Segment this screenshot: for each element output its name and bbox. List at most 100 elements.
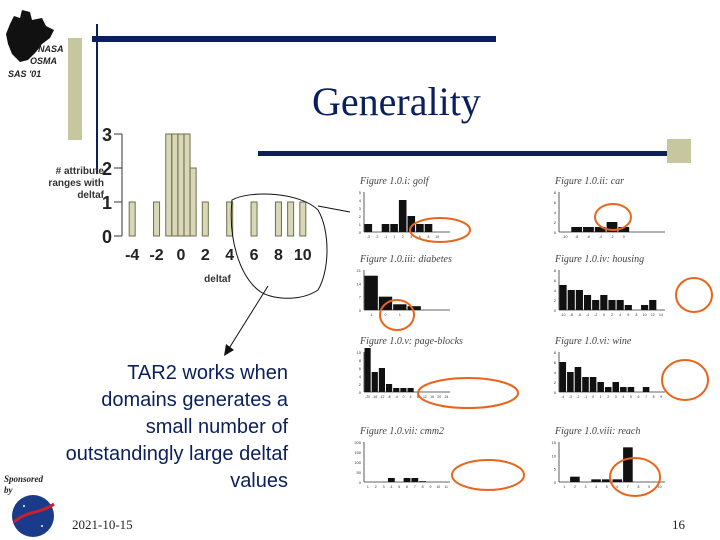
small-ytick-label: 6 <box>554 360 557 365</box>
small-ytick-label: 8 <box>359 358 362 363</box>
logo-line-2: OSMA <box>30 56 57 66</box>
small-ytick-label: 21 <box>357 268 362 273</box>
small-bar <box>627 387 635 392</box>
orange-highlight <box>417 377 519 409</box>
small-xtick-label: 24 <box>444 395 448 399</box>
small-ytick-label: 4 <box>554 210 557 215</box>
small-bar <box>583 295 592 310</box>
small-xtick-label: -10 <box>561 313 566 317</box>
small-bar <box>390 224 398 232</box>
orange-highlight <box>675 277 713 313</box>
sponsor-line-1: Sponsored <box>4 474 44 484</box>
small-xtick-label: -8 <box>575 235 578 239</box>
small-bar <box>567 290 575 310</box>
main-bar <box>183 133 191 237</box>
small-xtick-label: 1 <box>600 395 602 399</box>
small-ytick-label: 0 <box>554 230 557 235</box>
small-xtick-label: -20 <box>365 395 370 399</box>
small-figure-title: Figure 1.0.i: golf <box>359 176 430 187</box>
small-ytick-label: 2 <box>554 220 557 225</box>
main-ytick-label: 2 <box>102 159 112 179</box>
small-xtick-label: 9 <box>648 485 650 489</box>
small-bar <box>597 382 604 392</box>
small-bar <box>649 300 657 310</box>
small-xtick-label: 16 <box>430 395 434 399</box>
small-bar <box>606 222 618 232</box>
small-figure: Figure 1.0.ii: car 0 2 4 6 8 -10 -8 -6 -4 -2 0 <box>554 176 665 239</box>
small-ytick-label: 8 <box>554 190 557 195</box>
small-ytick-label: 6 <box>554 200 557 205</box>
small-xtick-label: 4 <box>619 313 621 317</box>
main-xtick-label: 2 <box>201 247 210 264</box>
small-xtick-label: 2 <box>402 235 404 239</box>
small-xtick-label: 2 <box>375 485 377 489</box>
orange-highlight <box>609 457 661 497</box>
small-xtick-label: 1 <box>367 485 369 489</box>
small-bar <box>416 224 424 232</box>
small-ytick-label: 3 <box>359 206 362 211</box>
decor-square <box>667 139 691 163</box>
main-chart-ylabel: # attribute ranges with deltaf <box>42 166 104 202</box>
small-bar <box>575 290 583 310</box>
ylabel-line-2: ranges with <box>48 178 104 189</box>
small-bar <box>424 224 433 232</box>
small-xtick-label: 8 <box>635 313 637 317</box>
wv-state-shape <box>6 10 54 62</box>
sponsor-label: Sponsored by <box>4 474 43 496</box>
small-bar <box>567 372 574 392</box>
small-ytick-label: 7 <box>359 295 362 300</box>
small-xtick-label: -4 <box>586 313 589 317</box>
small-bar <box>387 478 395 482</box>
small-ytick-label: 15 <box>552 440 557 445</box>
main-ytick-label: 0 <box>102 227 112 247</box>
small-bar <box>407 306 421 310</box>
small-xtick-label: 7 <box>414 485 416 489</box>
small-xtick-label: 10 <box>436 485 440 489</box>
small-bar <box>381 224 390 232</box>
small-xtick-label: -4 <box>395 395 398 399</box>
main-xtick-label: 10 <box>294 247 312 264</box>
small-xtick-label: 10 <box>658 485 662 489</box>
small-bar <box>623 447 633 482</box>
main-bar <box>226 201 234 237</box>
small-figure: Figure 1.0.vi: wine 0 2 4 6 8 -4 -3 -2 -1 0 1 2 3 4 5 6 7… <box>554 336 665 399</box>
small-figure: Figure 1.0.i: golf 0 1 2 3 4 5 -3 -2 -1 1 2 5 6 8 10 <box>359 176 450 239</box>
small-ytick-label: 2 <box>554 380 557 385</box>
small-xtick-label: -8 <box>570 313 573 317</box>
small-bar <box>583 227 594 232</box>
small-xtick-label: 2 <box>607 395 609 399</box>
small-ytick-label: 1 <box>359 222 362 227</box>
small-bar <box>398 200 407 232</box>
small-ytick-label: 2 <box>359 214 362 219</box>
small-xtick-label: -1 <box>370 313 373 317</box>
small-xtick-label: 3 <box>383 485 385 489</box>
small-xtick-label: 8 <box>417 395 419 399</box>
main-bar <box>274 201 282 237</box>
small-ytick-label: 5 <box>554 467 557 472</box>
small-bar <box>589 377 597 392</box>
small-bar <box>642 387 650 392</box>
small-figure-title: Figure 1.0.vii: cmm2 <box>359 426 444 437</box>
small-xtick-label: 8 <box>428 235 430 239</box>
small-xtick-label: -2 <box>576 395 579 399</box>
small-bar <box>601 479 612 482</box>
small-bar <box>386 384 393 392</box>
small-ytick-label: 0 <box>359 390 362 395</box>
small-bar <box>364 275 378 310</box>
small-xtick-label: 7 <box>645 395 647 399</box>
small-xtick-label: -16 <box>372 395 377 399</box>
small-ytick-label: 4 <box>359 374 362 379</box>
main-bar <box>165 133 173 237</box>
small-bar <box>641 305 649 310</box>
small-xtick-label: -2 <box>594 313 597 317</box>
small-ytick-label: 100 <box>354 460 361 465</box>
small-ytick-label: 6 <box>554 278 557 283</box>
small-xtick-label: 5 <box>630 395 632 399</box>
small-ytick-label: 6 <box>359 366 362 371</box>
small-bar <box>571 227 583 232</box>
small-ytick-label: 200 <box>354 440 361 445</box>
small-xtick-label: -6 <box>578 313 581 317</box>
pointer-arrow-head <box>224 344 234 356</box>
small-ytick-label: 2 <box>359 382 362 387</box>
main-bar <box>177 133 185 237</box>
